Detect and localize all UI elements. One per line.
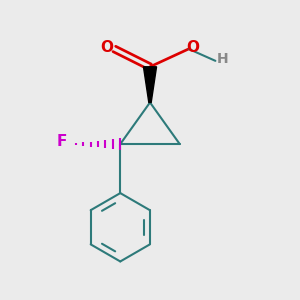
Polygon shape — [143, 67, 157, 102]
Text: H: H — [217, 52, 229, 66]
Text: O: O — [187, 40, 200, 55]
Text: O: O — [100, 40, 113, 55]
Text: F: F — [56, 134, 67, 148]
